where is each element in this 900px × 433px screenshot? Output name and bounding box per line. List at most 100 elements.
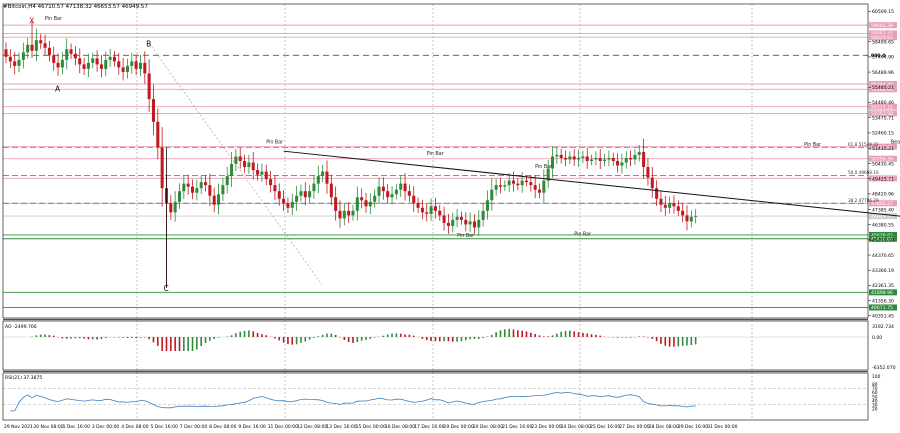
candle-body bbox=[99, 64, 103, 69]
time-tick-label: 31 Dec 00:00 bbox=[707, 424, 737, 430]
candle-body bbox=[156, 121, 160, 148]
candle-body bbox=[256, 170, 260, 175]
level-price-label: 55360.09 bbox=[871, 87, 893, 93]
level-price-label: 55744.35 bbox=[871, 82, 893, 88]
candle-body bbox=[490, 189, 494, 201]
level-price-tag bbox=[869, 22, 897, 29]
candle-body bbox=[308, 191, 312, 198]
level-price-tag bbox=[869, 30, 897, 37]
price-tick-label: 55485.21 bbox=[872, 85, 894, 91]
candle-body bbox=[299, 191, 303, 196]
candle-body bbox=[125, 65, 129, 72]
candle-body bbox=[342, 210, 346, 219]
candle-body bbox=[347, 210, 351, 216]
candle-body bbox=[390, 194, 394, 198]
level-price-tag bbox=[869, 86, 897, 93]
rsi-tick-label: 20 bbox=[872, 407, 878, 413]
price-tick-label: 46380.55 bbox=[872, 223, 894, 229]
time-tick-label: 23 Dec 00:00 bbox=[531, 424, 561, 430]
annotation-label: Pin Bar bbox=[266, 140, 283, 146]
candle-body bbox=[151, 99, 155, 122]
time-tick-label: 27 Dec 00:00 bbox=[619, 424, 649, 430]
candle-body bbox=[646, 167, 650, 178]
candle-body bbox=[251, 162, 255, 171]
time-tick-label: 20 Dec 08:00 bbox=[473, 424, 503, 430]
candle-body bbox=[312, 183, 316, 192]
level-price-label: 59602.39 bbox=[871, 23, 893, 29]
candle-body bbox=[524, 180, 529, 183]
candle-body bbox=[546, 168, 550, 181]
candle-body bbox=[134, 61, 138, 69]
candle-body bbox=[325, 171, 329, 184]
annotation-label: Pin Bar bbox=[427, 151, 444, 157]
candle-body bbox=[498, 185, 502, 187]
axes: 60509.15 58499.65 57494.90 56489.96 55485.21… bbox=[2, 3, 894, 430]
time-tick-label: 17 Dec 16:00 bbox=[414, 424, 444, 430]
candle-body bbox=[91, 58, 95, 63]
candle-body bbox=[138, 62, 142, 69]
candle-body bbox=[286, 203, 290, 208]
candle-body bbox=[47, 47, 51, 56]
candle-body bbox=[199, 182, 203, 189]
annotation-label: Pin Bar bbox=[45, 16, 62, 22]
price-tick-label: 45375.70 bbox=[872, 238, 894, 244]
level-price-tag bbox=[869, 175, 897, 182]
candle-body bbox=[30, 44, 34, 51]
candle-body bbox=[559, 154, 563, 158]
candle-body bbox=[620, 162, 624, 166]
candle-body bbox=[689, 216, 693, 222]
candle-body bbox=[420, 207, 424, 213]
level-price-tag bbox=[869, 213, 897, 220]
candle-body bbox=[334, 197, 338, 211]
price-tick-label: 44370.65 bbox=[872, 253, 894, 259]
level-price-tag bbox=[869, 235, 897, 242]
candle-body bbox=[676, 206, 680, 211]
candle-body bbox=[451, 219, 455, 226]
candle-body bbox=[637, 151, 641, 155]
candle-body bbox=[655, 188, 659, 199]
candle-body bbox=[386, 191, 390, 198]
candle-body bbox=[95, 58, 99, 65]
candle-body bbox=[351, 210, 355, 216]
candle-body bbox=[611, 157, 615, 161]
candle-body bbox=[481, 210, 485, 220]
candle-body bbox=[650, 177, 654, 189]
rsi-panel-frame bbox=[2, 372, 869, 421]
rsi-tick-label: 70 bbox=[872, 386, 878, 392]
candle-body bbox=[117, 61, 121, 68]
candle-body bbox=[572, 156, 576, 160]
candle-body bbox=[147, 73, 151, 100]
level-price-label: 41898.96 bbox=[871, 290, 893, 296]
candle-body bbox=[225, 176, 229, 186]
candle-body bbox=[26, 44, 30, 53]
level-price-label: 45436.06 bbox=[871, 237, 893, 243]
time-tick-label: 24 Dec 08:00 bbox=[561, 424, 591, 430]
grid-lines bbox=[136, 4, 753, 420]
level-price-label: 46949.57 bbox=[871, 214, 893, 220]
candle-body bbox=[412, 195, 416, 204]
price-tick-label: 52460.15 bbox=[872, 131, 894, 137]
price-tick-label: 48420.96 bbox=[872, 192, 894, 198]
candle-body bbox=[381, 186, 385, 192]
time-tick-label: 19 Dec 00:00 bbox=[444, 424, 474, 430]
level-price-label: 51550.41 bbox=[871, 144, 893, 150]
candle-body bbox=[130, 61, 134, 66]
candle-body bbox=[177, 191, 182, 202]
candle-body bbox=[160, 147, 164, 189]
candle-body bbox=[468, 221, 472, 225]
time-tick-label: 1 Dec 16:00 bbox=[63, 424, 91, 430]
candle-body bbox=[368, 201, 372, 207]
candle-body bbox=[52, 55, 56, 63]
candle-body bbox=[533, 185, 537, 190]
candle-body bbox=[273, 185, 277, 192]
level-price-label: 47800.27 bbox=[871, 201, 893, 207]
level-price-tag bbox=[869, 103, 897, 110]
time-tick-label: 13 Dec 16:00 bbox=[326, 424, 356, 430]
candle-body bbox=[208, 185, 212, 196]
candle-body bbox=[243, 161, 247, 168]
candle-body bbox=[537, 189, 542, 193]
candle-body bbox=[230, 164, 234, 177]
price-tick-label: 49425.71 bbox=[872, 177, 894, 183]
level-price-tag bbox=[869, 304, 897, 311]
